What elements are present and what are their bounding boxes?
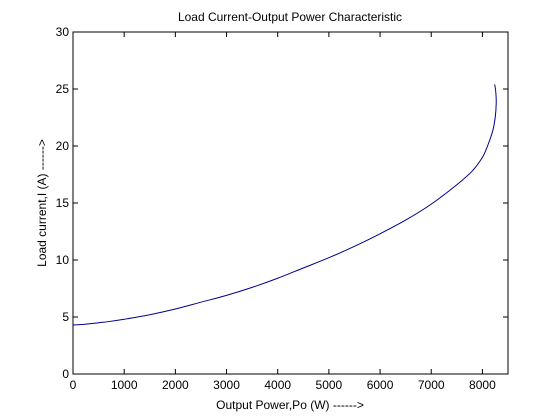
- x-tick-label: 4000: [264, 378, 291, 392]
- x-tick-label: 8000: [469, 378, 496, 392]
- y-tick-label: 30: [56, 25, 70, 39]
- x-axis-label: Output Power,Po (W) ------>: [216, 398, 364, 412]
- x-tick-label: 6000: [367, 378, 394, 392]
- y-tick-label: 15: [56, 196, 70, 210]
- y-tick-label: 25: [56, 82, 70, 96]
- y-tick-label: 20: [56, 139, 70, 153]
- axes-frame: [73, 32, 508, 374]
- x-tick-label: 7000: [418, 378, 445, 392]
- y-tick-label: 5: [62, 310, 69, 324]
- x-tick-label: 1000: [111, 378, 138, 392]
- x-tick-label: 0: [70, 378, 77, 392]
- x-tick-label: 3000: [213, 378, 240, 392]
- y-tick-label: 0: [62, 367, 69, 381]
- x-tick-label: 5000: [316, 378, 343, 392]
- y-axis-label: Load current,I (A) ------>: [35, 139, 49, 267]
- x-tick-label: 2000: [162, 378, 189, 392]
- y-tick-label: 10: [56, 253, 70, 267]
- chart-title: Load Current-Output Power Characteristic: [178, 10, 402, 24]
